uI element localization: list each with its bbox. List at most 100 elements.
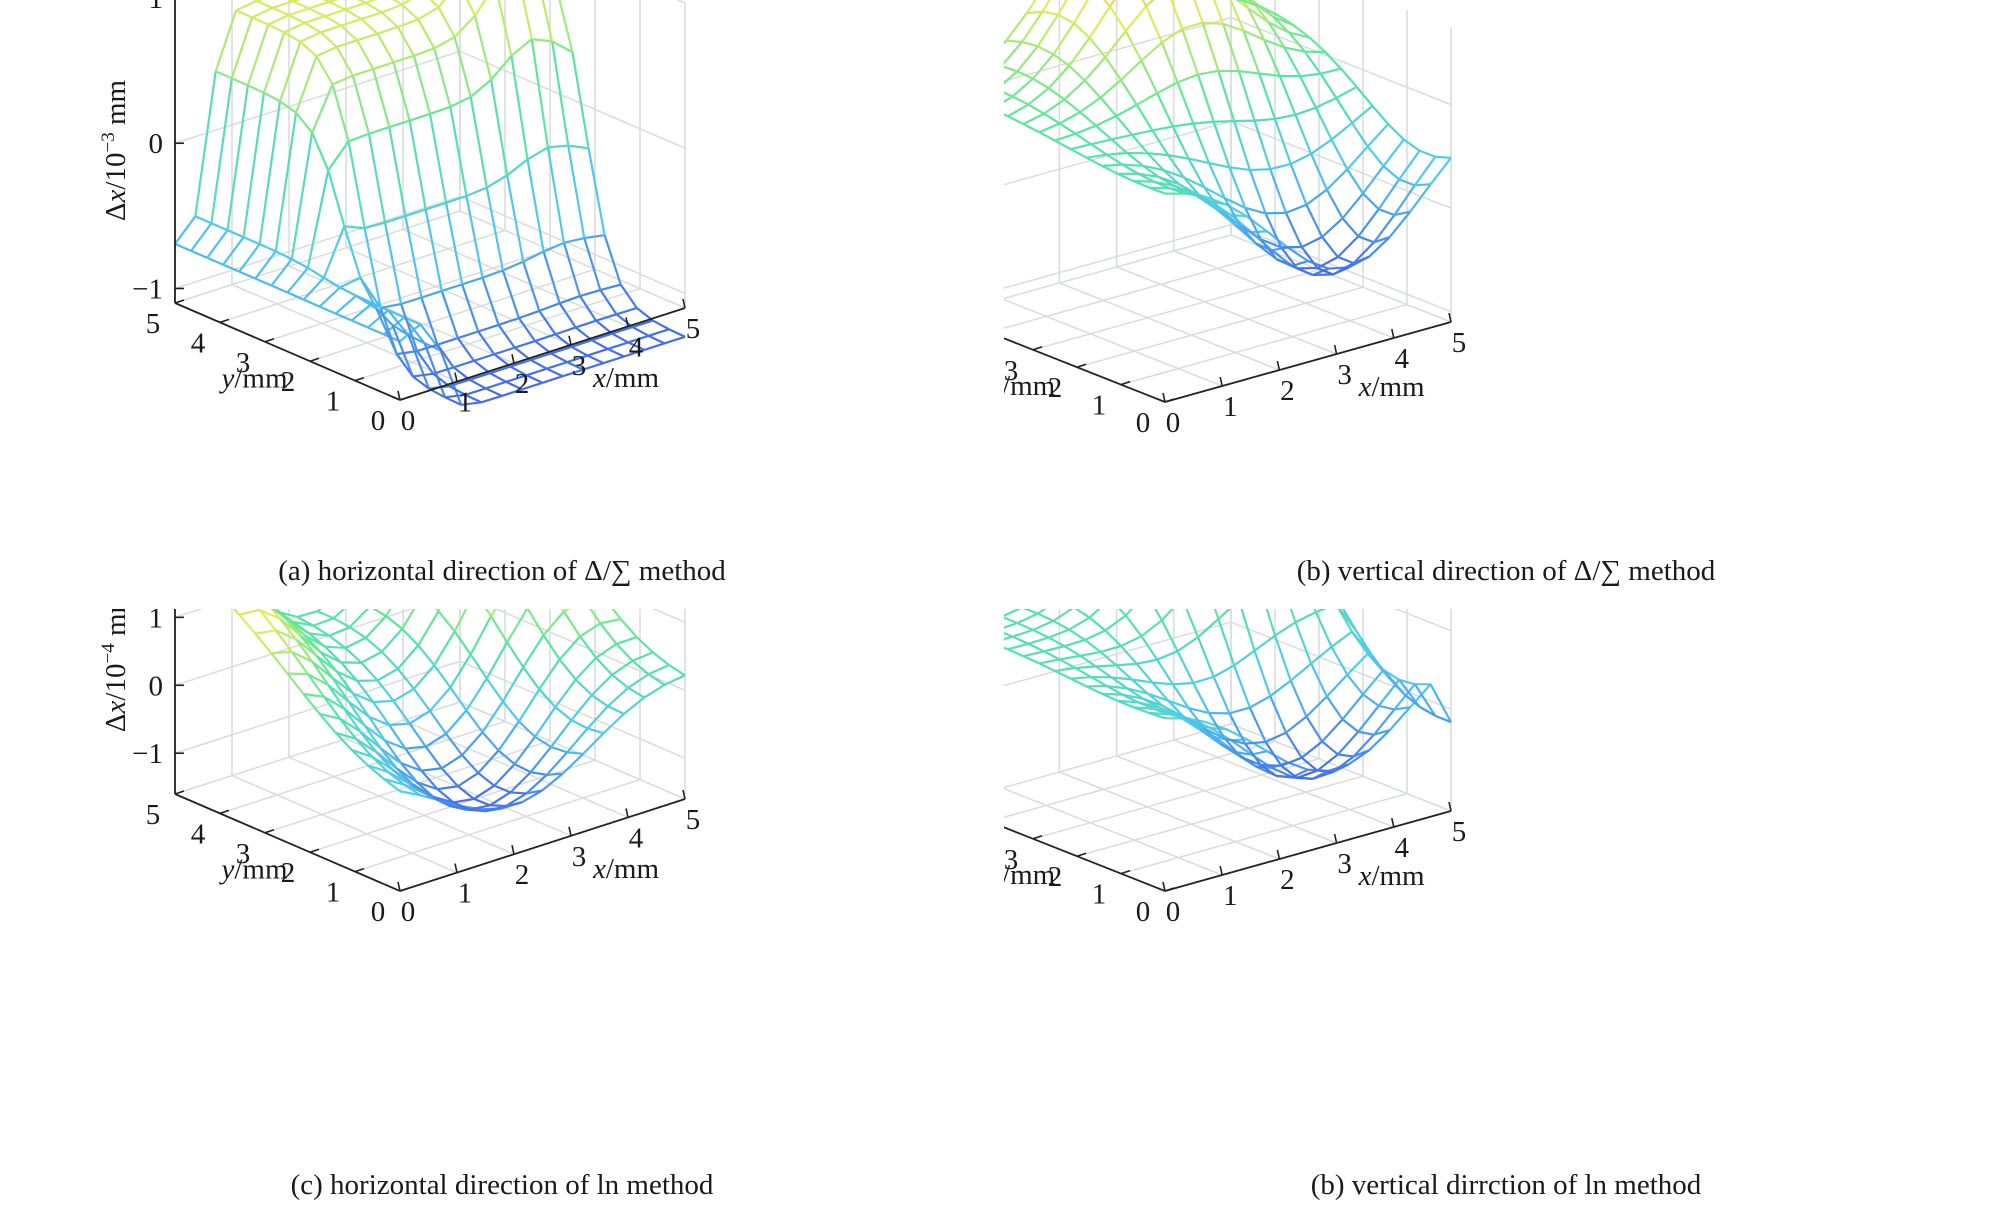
y-tick-label: 3 (1004, 844, 1018, 876)
mesh-edge-y (287, 291, 305, 301)
mesh-edge-x (324, 645, 346, 650)
mesh-edge-y (283, 31, 301, 43)
wall-grid-z (1004, 621, 1452, 710)
mesh-edge-x (445, 194, 467, 204)
x-tick-label: 0 (1166, 896, 1181, 928)
y-tick-mark (399, 887, 410, 892)
mesh-edge-x (1120, 635, 1142, 648)
mesh-edge-x (1032, 619, 1054, 631)
mesh-edge-x (1352, 241, 1375, 264)
mesh-edge-x (1332, 755, 1355, 773)
mesh-edge-y (1358, 730, 1375, 736)
mesh-edge-y (445, 733, 464, 756)
mesh-edge-x (547, 144, 569, 149)
mesh-edge-y (270, 652, 289, 675)
mesh-edge-x (351, 302, 373, 322)
mesh-edge-x (449, 95, 472, 108)
mesh-edge-y (1419, 149, 1436, 158)
mesh-edge-x (396, 349, 418, 356)
mesh-edge-y (429, 0, 440, 8)
mesh-edge-x (332, 74, 354, 86)
surface-mesh (1004, 0, 1452, 277)
mesh-edge-y (392, 0, 403, 6)
mesh-edge-y (1052, 619, 1070, 631)
floor-grid-y (1004, 251, 1276, 329)
mesh-edge-x (453, 797, 475, 804)
mesh-edge-y (1414, 183, 1431, 187)
floor-grid-y (1120, 303, 1408, 386)
z-tick-label: 0 (149, 128, 164, 160)
mesh-edge-x (1063, 79, 1086, 101)
mesh-edge-y (323, 276, 341, 289)
mesh-edge-x (534, 706, 557, 738)
x-tick-label: 0 (401, 896, 416, 928)
mesh-edge-y (562, 242, 582, 297)
mesh-edge-y (506, 641, 525, 668)
floor-grid-y (1076, 286, 1364, 368)
mesh-edge-x (461, 276, 483, 286)
mesh-edge-x (400, 762, 422, 772)
mesh-edge-x (482, 269, 504, 279)
mesh-edge-x (1099, 79, 1122, 99)
mesh-edge-x (246, 24, 270, 86)
mesh-edge-y (1004, 65, 1018, 73)
mesh-edge-x (1136, 92, 1158, 106)
mesh-edge-y (1310, 153, 1328, 191)
mesh-edge-y (465, 195, 484, 278)
mesh-edge-x (465, 387, 487, 396)
mesh-edge-y (315, 55, 334, 85)
mesh-edge-y (1171, 125, 1190, 160)
mesh-edge-y (477, 330, 496, 355)
mesh-edge-x (363, 724, 386, 742)
mesh-edge-y (318, 713, 337, 734)
x-tick-mark (1219, 376, 1223, 387)
mesh-edge-x (501, 666, 525, 703)
mesh-edge-y (1223, 737, 1242, 758)
mesh-edge-y (611, 673, 629, 689)
mesh-edge-y (340, 661, 358, 682)
mesh-edge-y (433, 48, 452, 108)
mesh-edge-x (1315, 96, 1337, 109)
mesh-edge-x (367, 764, 389, 774)
mesh-edge-x (1429, 157, 1452, 185)
mesh-edge-y (1353, 749, 1370, 758)
mesh-edge-x (1238, 69, 1260, 75)
mesh-edge-x (1106, 684, 1128, 690)
y-tick-label: 3 (236, 347, 251, 379)
mesh-edge-y (668, 664, 686, 677)
mesh-edge-y (376, 679, 395, 702)
mesh-edge-x (457, 772, 479, 788)
mesh-edge-x (1111, 133, 1133, 141)
mesh-edge-x (1115, 103, 1138, 117)
mesh-edge-x (1245, 740, 1266, 745)
mesh-edge-y (324, 645, 342, 664)
y-tick-label: 0 (1136, 896, 1151, 928)
mesh-edge-x (449, 653, 472, 689)
mesh-edge-x (334, 294, 357, 315)
mesh-edge-x (1122, 693, 1144, 700)
mesh-edge-x (1109, 0, 1116, 8)
mesh-edge-x (562, 368, 584, 378)
y-axis-label: y/mm (218, 854, 287, 886)
mesh-edge-y (530, 38, 549, 148)
mesh-edge-x (416, 781, 438, 791)
mesh-edge-x (505, 374, 527, 383)
mesh-edge-x (433, 36, 456, 50)
mesh-edge-x (1377, 178, 1401, 210)
mesh-edge-y (328, 634, 347, 649)
mesh-edge-y (1314, 611, 1333, 648)
mesh-edge-y (1101, 164, 1119, 175)
mesh-edge-y (615, 643, 634, 662)
mesh-edge-y (1074, 609, 1091, 619)
mesh-edge-x (1004, 609, 1022, 617)
mesh-edge-y (1085, 685, 1103, 695)
mesh-edge-y (302, 693, 321, 715)
mesh-edge-y (1154, 609, 1163, 621)
mesh-edge-x (632, 319, 654, 329)
y-tick-mark (399, 396, 410, 401)
mesh-edge-y (551, 41, 570, 146)
mesh-edge-y (1068, 65, 1086, 82)
